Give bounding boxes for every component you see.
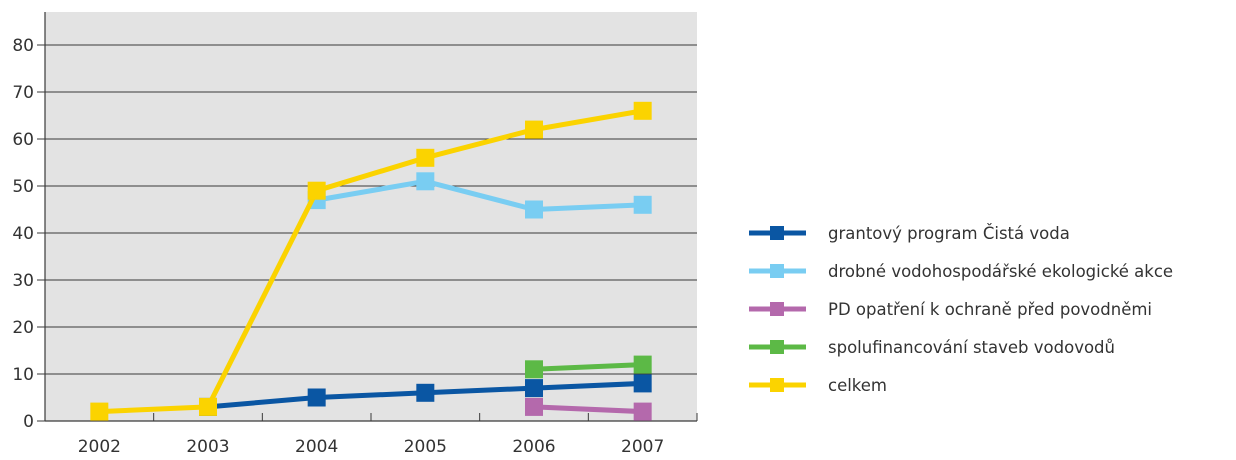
y-axis-tick-labels: 0 10 20 30 40 50 60 70 80 <box>12 36 34 432</box>
series-line <box>531 404 646 415</box>
y-tick-label: 80 <box>12 36 34 56</box>
legend-label: PD opatření k ochraně před povodněmi <box>828 300 1152 319</box>
data-point <box>307 181 326 200</box>
legend-marker <box>770 378 784 392</box>
y-tick-label: 40 <box>12 224 34 244</box>
series-4 <box>525 355 652 379</box>
x-tick-label: 2003 <box>186 437 229 457</box>
data-point <box>525 200 543 219</box>
data-point <box>199 397 217 416</box>
x-tick-label: 2007 <box>621 437 664 457</box>
legend-item: drobné vodohospodářské ekologické akce <box>749 262 1173 281</box>
legend-label: celkem <box>828 376 887 395</box>
gridlines <box>45 44 697 375</box>
legend-marker <box>770 264 784 278</box>
data-point <box>90 402 109 421</box>
series-3 <box>525 397 652 421</box>
legend-item: celkem <box>749 376 887 395</box>
series-line <box>96 108 646 415</box>
legend-label: drobné vodohospodářské ekologické akce <box>828 262 1173 281</box>
data-point <box>307 388 326 407</box>
data-point <box>525 120 543 139</box>
data-point <box>633 355 652 374</box>
legend-item: PD opatření k ochraně před povodněmi <box>749 300 1152 319</box>
data-point <box>416 383 435 402</box>
series-group <box>90 101 652 421</box>
data-point <box>633 402 652 421</box>
data-point <box>633 374 652 393</box>
legend-label: spolufinancování staveb vodovodů <box>828 338 1115 357</box>
data-point <box>633 195 652 214</box>
data-point <box>416 148 435 167</box>
x-tick-label: 2002 <box>78 437 121 457</box>
legend-marker <box>770 302 784 316</box>
data-point <box>525 360 543 379</box>
legend-item: spolufinancování staveb vodovodů <box>749 338 1115 357</box>
x-tick-label: 2006 <box>512 437 555 457</box>
data-point <box>416 172 435 191</box>
y-tick-label: 50 <box>12 177 34 197</box>
y-tick-label: 20 <box>12 318 34 338</box>
data-point <box>525 379 543 398</box>
legend-marker <box>770 340 784 354</box>
legend: grantový program Čistá voda drobné vodoho… <box>749 224 1173 395</box>
y-tick-label: 10 <box>12 365 34 385</box>
axes <box>37 12 698 422</box>
data-point <box>525 397 543 416</box>
legend-label: grantový program Čistá voda <box>828 224 1070 243</box>
legend-marker <box>770 226 784 240</box>
y-tick-label: 30 <box>12 271 34 291</box>
series-2 <box>307 172 652 219</box>
series-line <box>314 178 646 212</box>
legend-item: grantový program Čistá voda <box>749 224 1070 243</box>
y-tick-label: 0 <box>23 412 34 432</box>
data-point <box>633 101 652 120</box>
x-tick-label: 2004 <box>295 437 338 457</box>
y-tick-label: 70 <box>12 83 34 103</box>
x-tick-label: 2005 <box>404 437 447 457</box>
y-tick-label: 60 <box>12 130 34 150</box>
x-axis-tick-labels: 2002 2003 2004 2005 2006 2007 <box>78 437 665 457</box>
series-5 <box>90 101 652 421</box>
series-line <box>531 362 646 372</box>
plot-area <box>45 12 697 421</box>
series-1 <box>199 374 652 416</box>
